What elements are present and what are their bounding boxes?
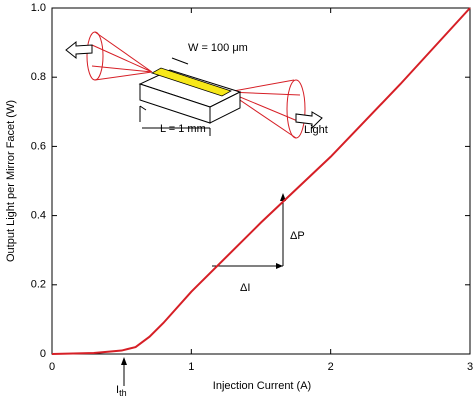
- x-axis-label: Injection Current (A): [213, 380, 311, 392]
- light-label: Light: [304, 124, 328, 136]
- delta-i-label: ΔI: [240, 282, 250, 294]
- delta-p-label: ΔP: [290, 230, 305, 242]
- width-label: W = 100 μm: [188, 42, 248, 54]
- y-axis-label: Output Light per Mirror Facet (W): [5, 100, 17, 262]
- y-tick-label: 0.4: [31, 210, 46, 222]
- y-tick-label: 0.8: [31, 71, 46, 83]
- x-tick-label: 1: [188, 361, 194, 373]
- x-tick-label: 2: [328, 361, 334, 373]
- x-tick-label: 0: [49, 361, 55, 373]
- threshold-sub: th: [119, 388, 127, 398]
- y-tick-label: 1.0: [31, 2, 46, 14]
- delta-arrows: [212, 198, 284, 267]
- length-label: L = 1 mm: [160, 123, 206, 135]
- threshold-arrow-head: [121, 357, 127, 365]
- plot-frame: [51, 7, 471, 355]
- y-tick-label: 0: [40, 348, 46, 360]
- y-tick-label: 0.2: [31, 279, 46, 291]
- curve: [51, 7, 471, 355]
- laser-diagram: [65, 31, 323, 139]
- x-tick-label: 3: [467, 361, 473, 373]
- threshold-main: I: [116, 384, 119, 396]
- y-tick-label: 0.6: [31, 140, 46, 152]
- threshold-label: Ith: [116, 384, 127, 398]
